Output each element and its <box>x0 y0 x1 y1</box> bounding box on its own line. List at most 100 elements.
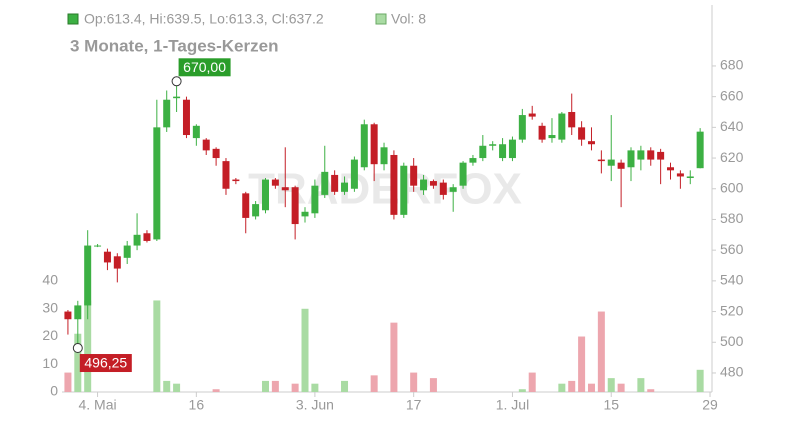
y-tick-label: 480 <box>720 364 744 380</box>
volume-bar <box>370 375 378 392</box>
candle-body <box>202 139 210 151</box>
y-tick-label: 560 <box>720 241 744 257</box>
candle-body <box>350 159 358 189</box>
volume-bar <box>587 383 595 392</box>
candle-body <box>449 187 457 192</box>
candle-body <box>252 204 260 217</box>
candle-body <box>538 125 546 140</box>
annotation-box <box>178 58 231 77</box>
candle-body <box>143 233 151 241</box>
candle-body <box>74 305 82 320</box>
candle-body <box>696 131 704 169</box>
candle-body <box>479 145 487 159</box>
candle-body <box>64 311 72 320</box>
candle-body <box>667 167 675 171</box>
candle-body <box>94 245 102 247</box>
volume-bar <box>173 383 181 392</box>
volume-bar <box>74 333 82 392</box>
y-tick-label: 580 <box>720 210 744 226</box>
candle-body <box>370 124 378 165</box>
legend-swatch <box>375 13 387 25</box>
volume-bar <box>163 380 171 392</box>
candle-body <box>617 162 625 169</box>
candle-body <box>232 179 240 182</box>
candle-body <box>647 150 655 160</box>
candle-body <box>439 182 447 195</box>
candle-body <box>222 161 230 189</box>
annotation-marker <box>171 76 182 87</box>
legend-volume: Vol: 8 <box>391 11 426 27</box>
candle-body <box>657 151 665 160</box>
volume-bar <box>528 372 536 392</box>
candle-body <box>173 96 181 99</box>
candle-body <box>212 148 220 159</box>
candle-body <box>103 251 111 263</box>
volume-bar <box>518 389 526 392</box>
candle-body <box>508 139 516 159</box>
candle-body <box>182 99 190 136</box>
candle-body <box>607 159 615 166</box>
candle-body <box>133 234 141 246</box>
x-tick-label: 3. Jun <box>296 397 334 413</box>
candle-body <box>518 115 526 140</box>
volume-bar <box>212 389 220 392</box>
volume-bar <box>558 383 566 392</box>
candle-body <box>637 150 645 160</box>
candle-body <box>420 179 428 191</box>
candle-body <box>331 174 339 192</box>
candle-body <box>578 127 586 140</box>
candle-body <box>271 179 279 186</box>
candle-body <box>301 211 309 217</box>
volume-bar <box>607 378 615 392</box>
candle-body <box>459 162 467 186</box>
candle-body <box>360 124 368 168</box>
watermark: TRADERFOX <box>248 165 522 214</box>
volume-tick-label: 20 <box>42 327 58 343</box>
candle-body <box>261 179 269 211</box>
volume-bar <box>597 311 605 392</box>
candle-body <box>558 113 566 140</box>
volume-bar <box>390 322 398 392</box>
volume-tick-label: 10 <box>42 355 58 371</box>
volume-bar <box>301 308 309 392</box>
legend-ohlc: Op:613.4, Hi:639.5, Lo:613.3, Cl:637.2 <box>84 11 324 27</box>
y-tick-label: 500 <box>720 333 744 349</box>
y-tick-label: 600 <box>720 179 744 195</box>
candle-body <box>242 193 250 218</box>
candle-body <box>489 144 497 146</box>
volume-bar <box>261 380 269 392</box>
y-tick-label: 520 <box>720 302 744 318</box>
candle-body <box>311 185 319 214</box>
volume-tick-label: 40 <box>42 272 58 288</box>
x-tick-label: 29 <box>702 397 718 413</box>
candle-body <box>400 165 408 215</box>
annotation-label: 496,25 <box>84 355 127 371</box>
candle-body <box>123 245 131 258</box>
candle-body <box>341 182 349 192</box>
y-tick-label: 540 <box>720 272 744 288</box>
candle-body <box>153 127 161 240</box>
annotation-label: 670,00 <box>183 59 226 75</box>
volume-bar <box>341 380 349 392</box>
volume-bar <box>311 383 319 392</box>
volume-bar <box>617 383 625 392</box>
legend-swatch <box>67 13 79 25</box>
annotation-box <box>79 354 132 373</box>
x-tick-label: 1. Jul <box>496 397 529 413</box>
candle-body <box>163 99 171 128</box>
candle-body <box>686 176 694 179</box>
volume-bar <box>429 378 437 392</box>
y-tick-label: 660 <box>720 87 744 103</box>
candle-body <box>548 135 556 139</box>
volume-bar <box>568 380 576 392</box>
y-tick-label: 620 <box>720 149 744 165</box>
x-tick-label: 16 <box>189 397 205 413</box>
x-tick-label: 17 <box>406 397 422 413</box>
candle-body <box>587 141 595 145</box>
volume-bar <box>153 300 161 392</box>
volume-tick-label: 0 <box>50 383 58 399</box>
x-tick-label: 15 <box>603 397 619 413</box>
candle-body <box>568 111 576 128</box>
candle-body <box>528 113 536 117</box>
